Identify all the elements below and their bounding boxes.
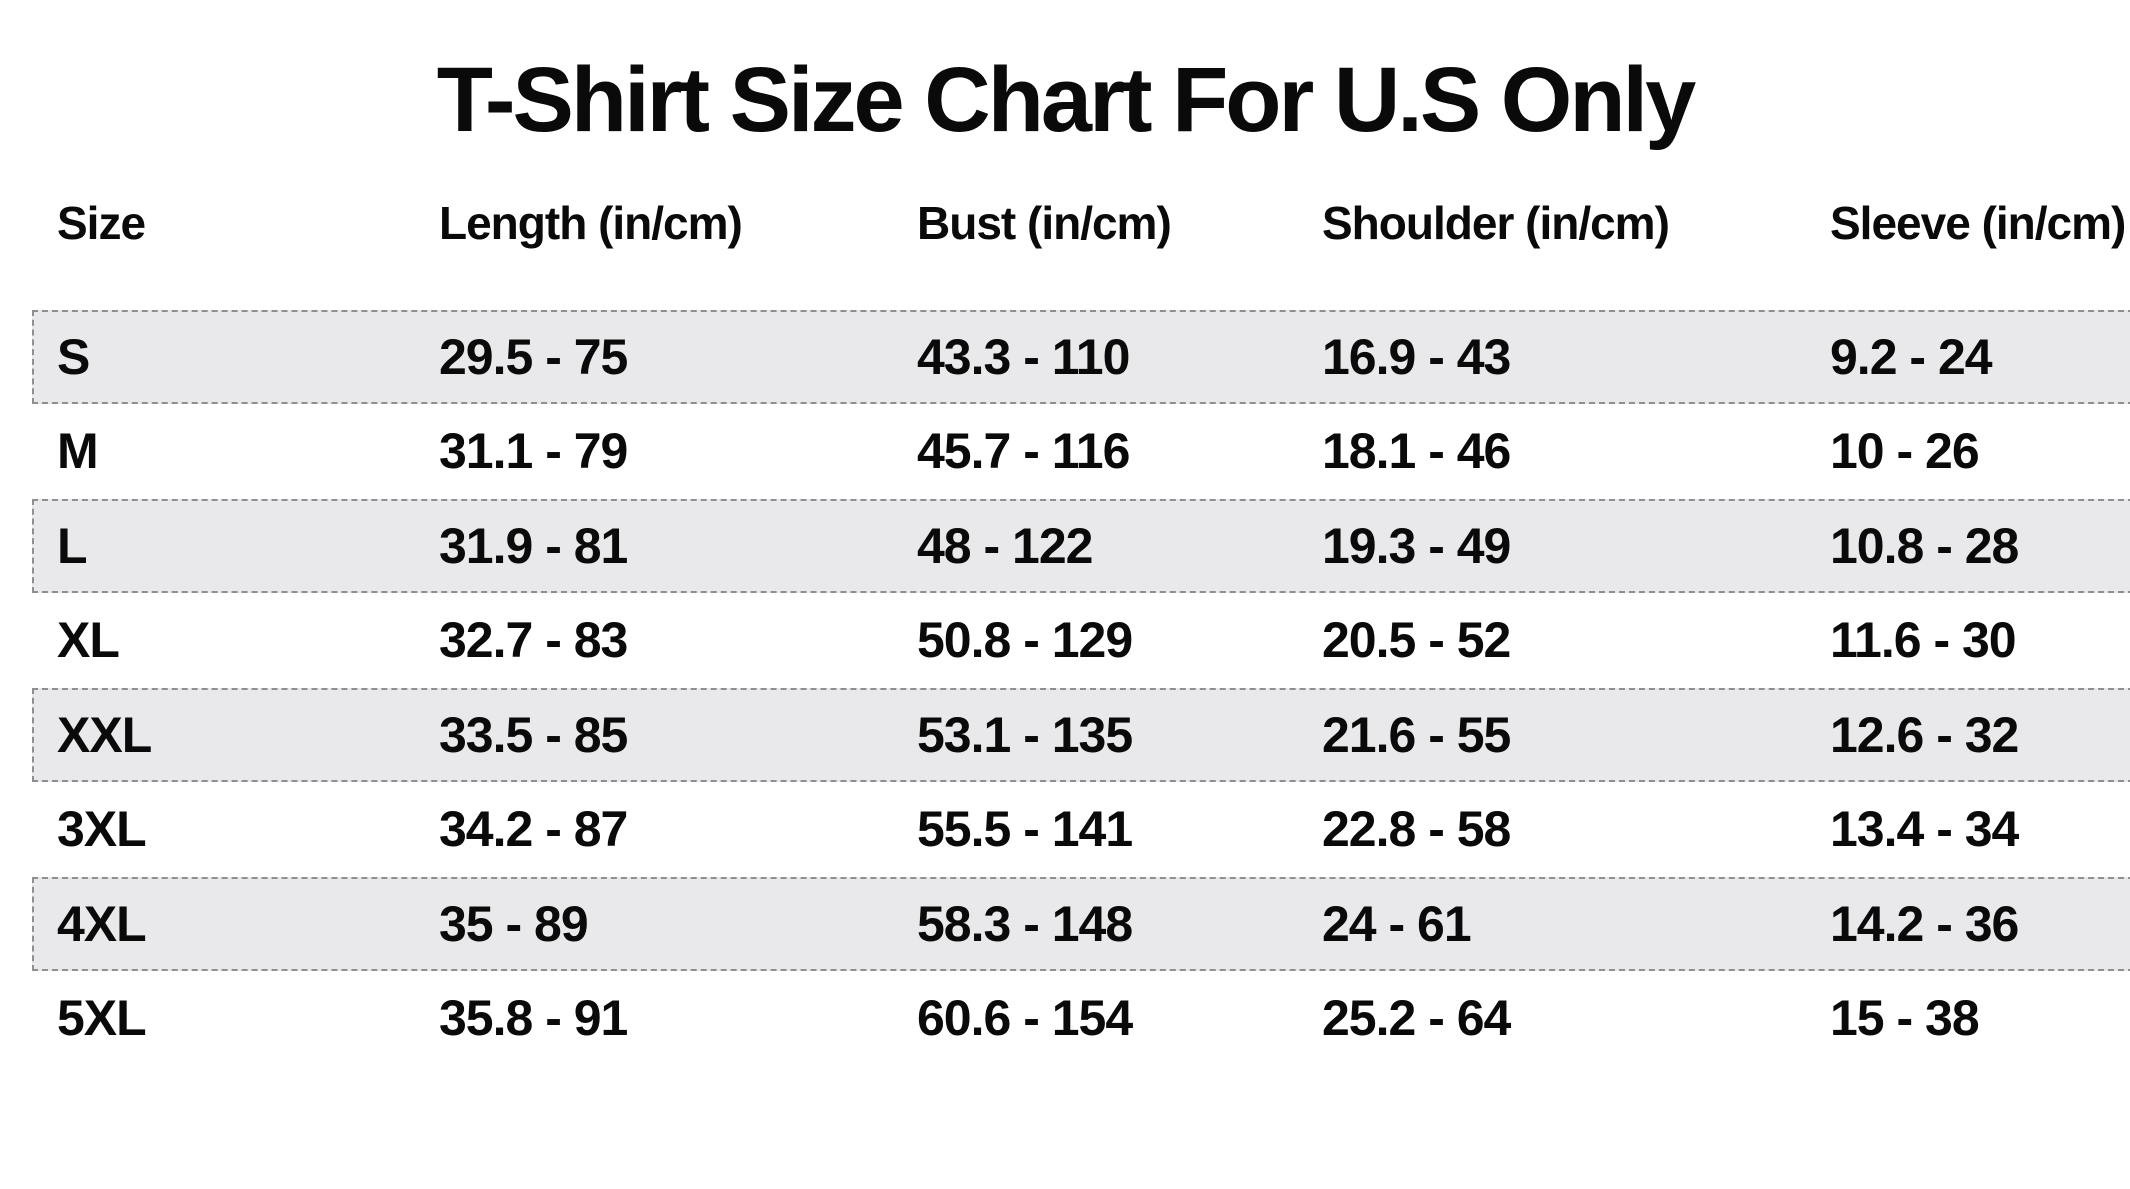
page-title: T-Shirt Size Chart For U.S Only: [436, 49, 1697, 151]
size-chart-page: T-Shirt Size Chart For U.S Only Size Len…: [0, 54, 2130, 1066]
sleeve-cell: 15 - 38: [1830, 990, 1980, 1047]
size-cell: L: [57, 517, 88, 574]
column-header-length: Length (in/cm): [439, 197, 743, 249]
sleeve-cell: 13.4 - 34: [1830, 801, 2019, 858]
shoulder-cell: 19.3 - 49: [1322, 517, 1511, 574]
table-row: 5XL 35.8 - 91 60.6 - 154 25.2 - 64 15 - …: [32, 971, 2130, 1066]
size-cell: XL: [57, 612, 120, 669]
bust-cell: 53.1 - 135: [917, 706, 1133, 763]
bust-cell: 58.3 - 148: [917, 895, 1133, 952]
shoulder-cell: 16.9 - 43: [1322, 328, 1511, 385]
sleeve-cell: 14.2 - 36: [1830, 895, 2019, 952]
shoulder-cell: 25.2 - 64: [1322, 990, 1511, 1047]
sleeve-cell: 11.6 - 30: [1830, 612, 2017, 669]
column-header-sleeve: Sleeve (in/cm): [1830, 197, 2126, 249]
table-row: L 31.9 - 81 48 - 122 19.3 - 49 10.8 - 28: [32, 498, 2130, 594]
table-row: 3XL 34.2 - 87 55.5 - 141 22.8 - 58 13.4 …: [32, 782, 2130, 877]
shoulder-cell: 21.6 - 55: [1322, 706, 1511, 763]
bust-cell: 55.5 - 141: [917, 801, 1133, 858]
bust-cell: 60.6 - 154: [917, 990, 1133, 1047]
length-cell: 33.5 - 85: [439, 706, 628, 763]
size-cell: M: [57, 423, 99, 480]
length-cell: 35 - 89: [439, 895, 589, 952]
size-cell: S: [57, 328, 90, 385]
length-cell: 31.1 - 79: [439, 423, 628, 480]
size-table-body: S 29.5 - 75 43.3 - 110 16.9 - 43 9.2 - 2…: [32, 309, 2130, 1066]
bust-cell: 43.3 - 110: [917, 328, 1130, 385]
table-header-row: Size Length (in/cm) Bust (in/cm) Shoulde…: [34, 198, 2130, 249]
column-header-bust: Bust (in/cm): [917, 197, 1172, 249]
length-cell: 31.9 - 81: [439, 517, 628, 574]
column-header-size: Size: [57, 197, 146, 249]
shoulder-cell: 18.1 - 46: [1322, 423, 1511, 480]
table-row: M 31.1 - 79 45.7 - 116 18.1 - 46 10 - 26: [32, 404, 2130, 499]
sleeve-cell: 10.8 - 28: [1830, 517, 2019, 574]
shoulder-cell: 22.8 - 58: [1322, 801, 1511, 858]
size-cell: 5XL: [57, 990, 147, 1047]
shoulder-cell: 24 - 61: [1322, 895, 1472, 952]
sleeve-cell: 12.6 - 32: [1830, 706, 2019, 763]
size-cell: 3XL: [57, 801, 147, 858]
sleeve-cell: 10 - 26: [1830, 423, 1980, 480]
table-row: XL 32.7 - 83 50.8 - 129 20.5 - 52 11.6 -…: [32, 593, 2130, 688]
sleeve-cell: 9.2 - 24: [1830, 328, 1993, 385]
column-header-shoulder: Shoulder (in/cm): [1322, 197, 1670, 249]
length-cell: 35.8 - 91: [439, 990, 628, 1047]
table-row: 4XL 35 - 89 58.3 - 148 24 - 61 14.2 - 36: [32, 876, 2130, 972]
size-cell: 4XL: [57, 895, 147, 952]
bust-cell: 45.7 - 116: [917, 423, 1130, 480]
size-cell: XXL: [57, 706, 152, 763]
table-row: S 29.5 - 75 43.3 - 110 16.9 - 43 9.2 - 2…: [32, 309, 2130, 405]
length-cell: 32.7 - 83: [439, 612, 628, 669]
table-row: XXL 33.5 - 85 53.1 - 135 21.6 - 55 12.6 …: [32, 687, 2130, 783]
bust-cell: 48 - 122: [917, 517, 1093, 574]
bust-cell: 50.8 - 129: [917, 612, 1133, 669]
length-cell: 29.5 - 75: [439, 328, 628, 385]
length-cell: 34.2 - 87: [439, 801, 628, 858]
shoulder-cell: 20.5 - 52: [1322, 612, 1511, 669]
